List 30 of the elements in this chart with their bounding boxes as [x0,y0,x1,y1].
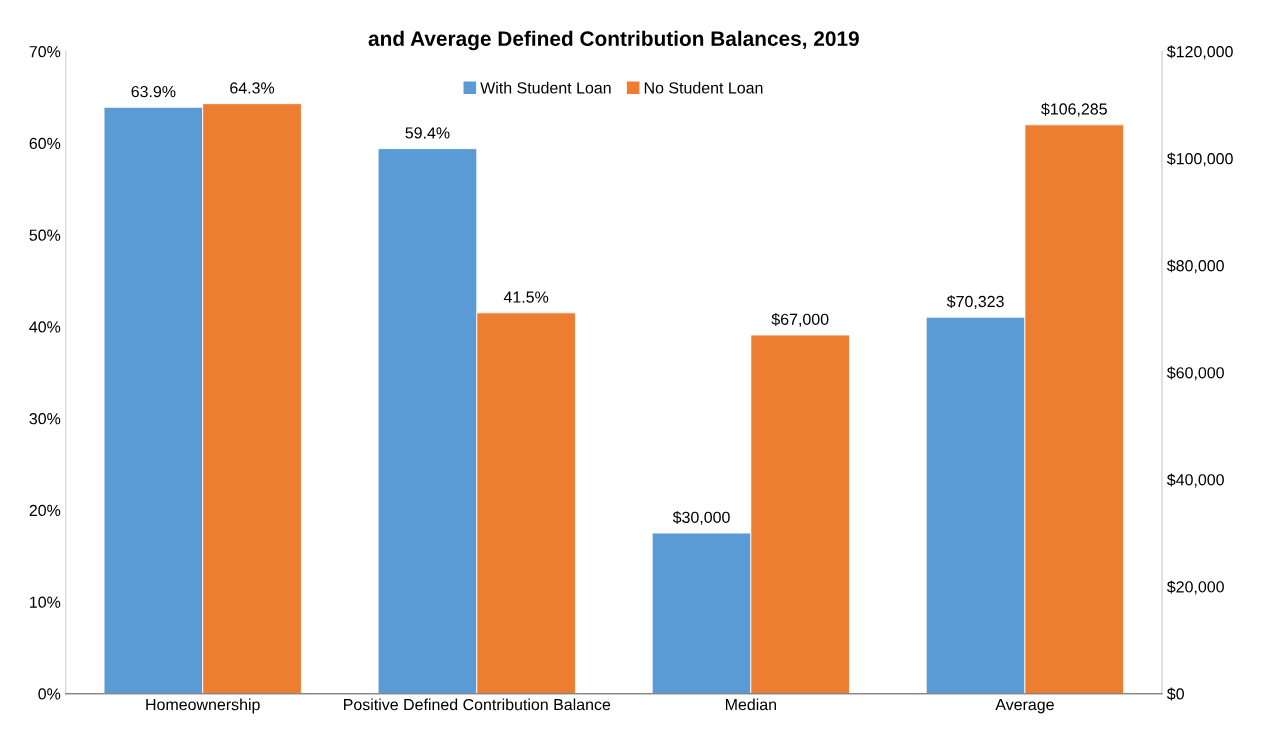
data-label: $67,000 [771,312,829,327]
x-tick-label: Median [725,698,777,711]
y2-tick-label: $0 [1166,687,1184,701]
y2-tick-label: $20,000 [1166,580,1224,595]
y-tick-label: 40% [29,321,61,333]
y-tick-label: 30% [29,413,61,425]
data-label: 41.5% [503,291,549,303]
data-label: $30,000 [672,510,730,525]
legend-label: No Student Loan [644,81,763,94]
data-label: 63.9% [131,85,176,98]
legend-label: With Student Loan [480,81,611,94]
chart-title: and Average Defined Contribution Balances, 2019 [368,30,859,51]
y-tick-label: 70% [29,46,61,58]
y-tick-label: 60% [29,137,61,150]
y-tick-label: 50% [29,229,61,241]
y2-tick-label: $120,000 [1166,45,1233,60]
data-label: $70,323 [946,295,1004,310]
x-tick-label: Positive Defined Contribution Balance [344,698,611,711]
data-label: 59.4% [405,127,450,139]
x-tick-label: Homeownership [146,698,260,714]
y-tick-label: 10% [30,596,61,608]
y2-tick-label: $60,000 [1166,366,1224,381]
y2-tick-label: $100,000 [1166,152,1233,167]
y-tick-label: 0% [38,688,61,700]
y2-tick-label: $80,000 [1166,259,1224,274]
data-label: $106,285 [1041,102,1107,117]
x-tick-label: Average [995,699,1054,714]
y-tick-label: 20% [29,504,61,517]
data-label: 64.3% [230,82,275,94]
y2-tick-label: $40,000 [1166,473,1224,488]
